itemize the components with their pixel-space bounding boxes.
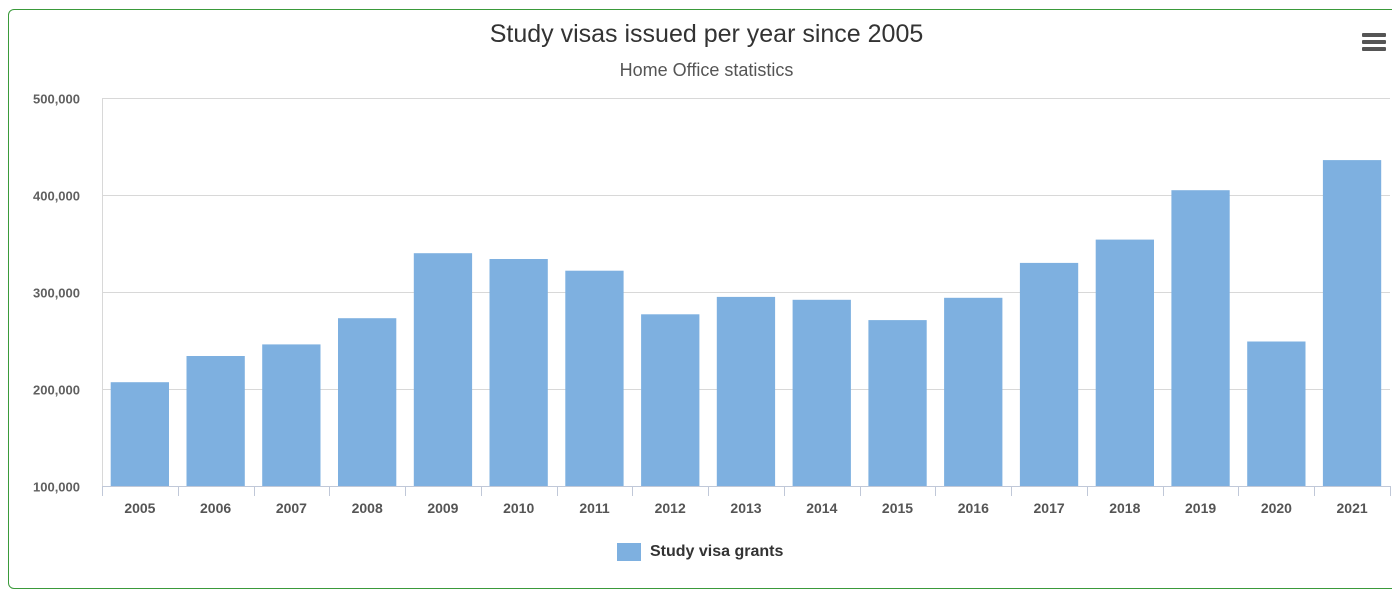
x-tick-label: 2020 — [1261, 500, 1292, 516]
x-tick-label: 2008 — [352, 500, 383, 516]
x-tick-label: 2013 — [730, 500, 761, 516]
x-tick-label: 2012 — [655, 500, 686, 516]
x-tick-label: 2015 — [882, 500, 913, 516]
legend-label: Study visa grants — [650, 543, 784, 560]
x-tick-label: 2007 — [276, 500, 307, 516]
x-tick-label: 2005 — [124, 500, 155, 516]
bar-2014[interactable] — [792, 299, 851, 486]
bar-2015[interactable] — [868, 320, 927, 486]
bar-2020[interactable] — [1247, 341, 1306, 487]
x-tick-label: 2018 — [1109, 500, 1140, 516]
bar-2011[interactable] — [565, 270, 624, 486]
x-tick-label: 2019 — [1185, 500, 1216, 516]
bar-2012[interactable] — [641, 314, 700, 486]
bar-2006[interactable] — [186, 356, 245, 486]
y-tick-label: 100,000 — [33, 480, 80, 495]
bar-2016[interactable] — [944, 297, 1003, 486]
x-tick-label: 2010 — [503, 500, 534, 516]
hamburger-menu-icon[interactable] — [1362, 31, 1388, 53]
x-tick-label: 2021 — [1337, 500, 1368, 516]
y-tick-label: 200,000 — [33, 383, 80, 398]
bars — [110, 160, 1382, 487]
tick-labels: 100,000 200,000 300,000 400,000 500,000 2005 2… — [33, 92, 1368, 517]
y-tick-label: 300,000 — [33, 286, 80, 301]
bar-2008[interactable] — [338, 318, 397, 486]
x-tick-label: 2016 — [958, 500, 989, 516]
chart-container — [8, 9, 1392, 589]
axes — [102, 98, 1391, 496]
bar-2007[interactable] — [262, 344, 321, 486]
legend-item-study-visa-grants[interactable]: Study visa grants — [617, 541, 783, 563]
bar-2005[interactable] — [110, 382, 169, 486]
x-tick-label: 2009 — [427, 500, 458, 516]
x-tick-label: 2011 — [579, 500, 610, 516]
legend-swatch — [617, 543, 641, 561]
chart-title: Study visas issued per year since 2005 — [489, 20, 924, 48]
x-tick-label: 2006 — [200, 500, 231, 516]
bar-2013[interactable] — [716, 296, 776, 486]
bar-2021[interactable] — [1322, 160, 1382, 486]
y-tick-label: 500,000 — [33, 92, 80, 107]
y-tick-label: 400,000 — [33, 189, 80, 204]
bar-2010[interactable] — [489, 259, 548, 486]
bar-2009[interactable] — [413, 253, 473, 486]
bar-2018[interactable] — [1095, 239, 1154, 486]
x-tick-label: 2014 — [806, 500, 837, 516]
x-tick-label: 2017 — [1034, 500, 1065, 516]
bar-2017[interactable] — [1019, 262, 1079, 486]
chart-subtitle: Home Office statistics — [619, 60, 794, 80]
bar-2019[interactable] — [1171, 190, 1230, 486]
